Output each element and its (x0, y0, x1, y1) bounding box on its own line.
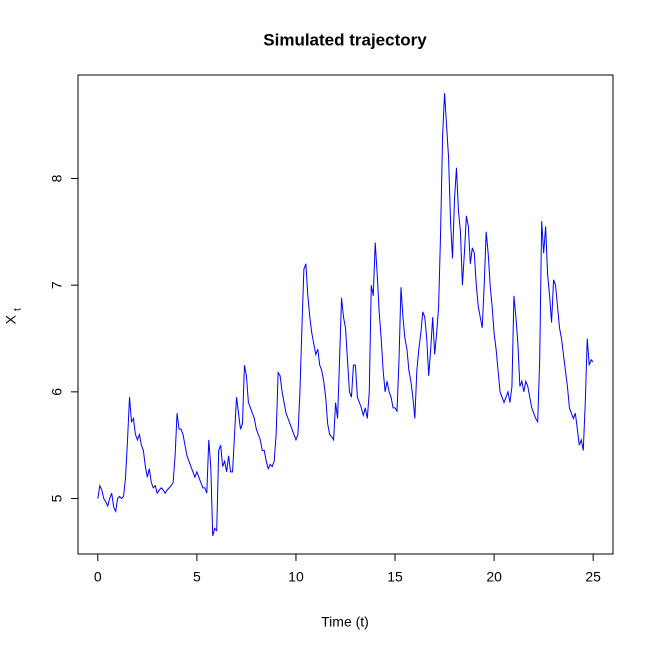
y-axis-label-subscript: t (13, 308, 24, 311)
y-axis-label: X t (3, 308, 24, 324)
y-tick-label: 5 (49, 494, 65, 502)
chart-title: Simulated trajectory (263, 30, 427, 49)
x-tick-label: 15 (387, 569, 403, 585)
x-tick-label: 25 (585, 569, 601, 585)
x-tick-label: 0 (94, 569, 102, 585)
data-line (97, 93, 594, 536)
x-axis-label: Time (t) (321, 614, 369, 630)
y-tick-label: 6 (49, 388, 65, 396)
x-tick-label: 20 (486, 569, 502, 585)
y-tick-label: 8 (49, 174, 65, 182)
y-tick-label: 7 (49, 281, 65, 289)
y-axis-label-main: X (3, 314, 19, 324)
x-tick-label: 10 (288, 569, 304, 585)
x-tick-label: 5 (193, 569, 201, 585)
